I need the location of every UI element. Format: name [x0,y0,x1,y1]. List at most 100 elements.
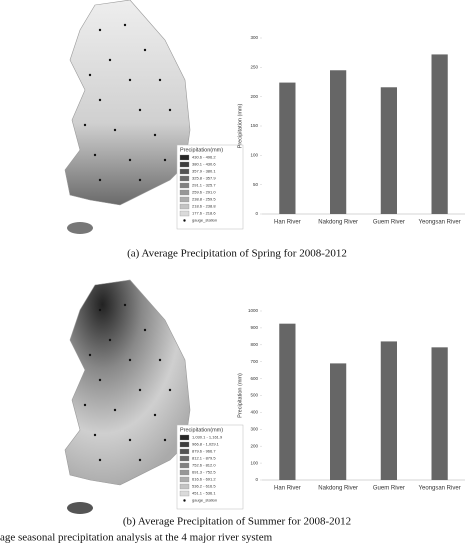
y-tick-label: 50 [253,182,259,187]
gauge-dot [98,378,102,382]
y-tick-label: 1000 [248,308,259,313]
legend-label: 430.6 - 496.2 [192,155,216,160]
bar [330,70,347,215]
bar [380,341,397,480]
gauge-dot [138,108,142,112]
y-axis-label: Precipitation (mm) [237,104,243,149]
y-tick-label: 100 [250,460,258,465]
legend-label: 218.6 - 238.8 [192,204,216,209]
gauge-dot [138,178,142,182]
bar [279,323,296,480]
gauge-dot [83,403,87,407]
legend-swatch [179,476,190,483]
gauge-dot [123,23,127,27]
y-tick-label: 150 [250,123,258,128]
legend-swatch [179,161,190,168]
legend-swatch [179,469,190,476]
legend-label: 616.6 - 691.2 [192,477,216,482]
footer-text: age seasonal precipitation analysis at t… [0,532,273,544]
y-axis-label: Precipitation (mm) [237,373,243,418]
y-tick-label: 800 [250,342,258,347]
legend-label: 325.8 - 357.9 [192,176,216,181]
x-tick-label: Yeongsan River [419,486,461,492]
y-tick-label: 300 [250,426,258,431]
legend-swatch [179,455,190,462]
gauge-dot [108,338,112,342]
y-tick-label: 0 [255,477,258,482]
legend-swatch [179,189,190,196]
gauge-dot [143,328,147,332]
x-tick-label: Han River [274,220,301,226]
legend-station: gauge_station [192,498,217,503]
bar [431,54,448,214]
gauge-dot [143,48,147,52]
legend-label: 752.6 - 812.0 [192,463,216,468]
gauge-dot [128,78,132,82]
gauge-dot [153,133,157,137]
x-tick-label: Nakdong River [318,220,358,226]
gauge-dot [158,358,162,362]
gauge-dot [98,28,102,32]
legend-label: 259.6 - 291.0 [192,190,216,195]
legend-label: 357.9 - 380.1 [192,169,216,174]
legend-swatch [179,175,190,182]
legend-label: 291.1 - 325.7 [192,183,216,188]
legend-swatch [179,154,190,161]
legend-label: 879.6 - 966.7 [192,449,216,454]
y-tick-label: 100 [250,153,258,158]
x-tick-label: Guem River [373,486,405,492]
legend-title: Precipitation(mm) [180,427,223,433]
bar [330,363,347,480]
legend-swatch [179,483,190,490]
gauge-dot [163,158,167,162]
gauge-dot [113,128,117,132]
legend-label: 177.6 - 218.6 [192,211,216,216]
bar [431,347,448,480]
gauge-dot [113,408,117,412]
y-tick-label: 300 [250,35,258,40]
gauge-dot [83,123,87,127]
legend-dot [183,499,186,502]
legend-label: 380.1 - 430.6 [192,162,216,167]
x-tick-label: Guem River [373,220,405,226]
y-tick-label: 200 [250,443,258,448]
gauge-dot [88,353,92,357]
legend-label: 966.8 - 1,029.1 [192,442,220,447]
gauge-dot [98,178,102,182]
gauge-dot [98,308,102,312]
caption: (b) Average Precipitation of Summer for … [123,516,351,528]
legend-swatch [179,434,190,441]
gauge-dot [93,433,97,437]
gauge-dot [138,388,142,392]
y-tick-label: 600 [250,376,258,381]
x-tick-label: Han River [274,486,301,492]
map-summer [64,279,191,514]
y-tick-label: 0 [255,211,258,216]
y-tick-label: 900 [250,325,258,330]
gauge-dot [168,108,172,112]
legend-label: 451.1 - 536.1 [192,491,216,496]
gauge-dot [128,158,132,162]
y-tick-label: 400 [250,410,258,415]
gauge-dot [168,388,172,392]
legend-swatch [179,210,190,217]
legend-swatch [179,182,190,189]
x-tick-label: Nakdong River [318,486,358,492]
gauge-dot [153,413,157,417]
legend-label: 1,030.1 - 1,161.9 [192,435,223,440]
legend-swatch [179,462,190,469]
legend-swatch [179,196,190,203]
legend-dot [183,219,186,222]
gauge-dot [163,438,167,442]
y-tick-label: 200 [250,94,258,99]
legend-label: 812.1 - 879.5 [192,456,216,461]
legend-swatch [179,490,190,497]
legend-label: 536.2 - 616.5 [192,484,216,489]
y-tick-label: 500 [250,393,258,398]
gauge-dot [98,458,102,462]
bar [279,82,296,214]
caption: (a) Average Precipitation of Spring for … [127,248,347,260]
map-spring [64,0,191,234]
bar [380,87,397,214]
